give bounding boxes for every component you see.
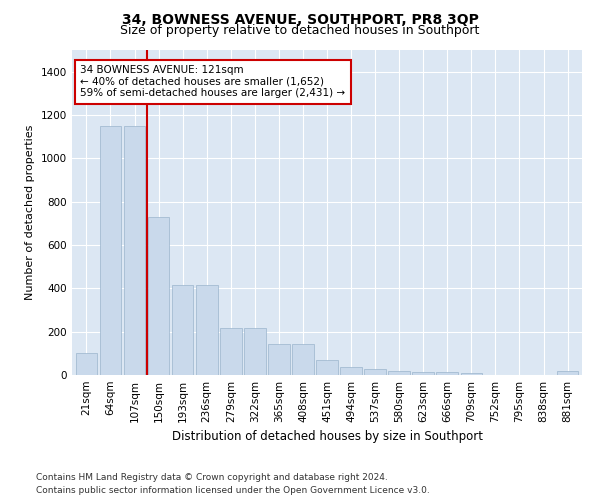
Bar (196, 285, 218, 375)
Bar (244, 328, 266, 375)
Text: Size of property relative to detached houses in Southport: Size of property relative to detached ho… (121, 24, 479, 37)
Text: Contains HM Land Registry data © Crown copyright and database right 2024.
Contai: Contains HM Land Registry data © Crown c… (36, 474, 430, 495)
Text: 34, BOWNESS AVENUE, SOUTHPORT, PR8 3QP: 34, BOWNESS AVENUE, SOUTHPORT, PR8 3QP (122, 12, 478, 26)
Bar (76, 354, 97, 375)
Bar (340, 368, 362, 375)
Bar (316, 360, 338, 375)
Bar (388, 371, 410, 375)
Bar (268, 344, 290, 375)
Bar (100, 126, 121, 375)
Bar (172, 285, 193, 375)
Bar (461, 373, 482, 375)
Bar (364, 368, 386, 375)
Y-axis label: Number of detached properties: Number of detached properties (25, 125, 35, 300)
Bar (148, 217, 169, 375)
Bar (220, 328, 242, 375)
Bar (557, 371, 578, 375)
Text: 34 BOWNESS AVENUE: 121sqm
← 40% of detached houses are smaller (1,652)
59% of se: 34 BOWNESS AVENUE: 121sqm ← 40% of detac… (80, 65, 346, 98)
Bar (292, 344, 314, 375)
Bar (412, 372, 434, 375)
Bar (124, 126, 145, 375)
Bar (436, 372, 458, 375)
X-axis label: Distribution of detached houses by size in Southport: Distribution of detached houses by size … (172, 430, 482, 444)
